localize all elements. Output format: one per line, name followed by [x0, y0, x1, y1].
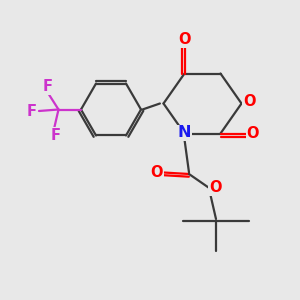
Text: O: O: [178, 32, 191, 47]
Text: O: O: [243, 94, 255, 110]
Text: O: O: [246, 126, 259, 141]
Text: O: O: [209, 180, 221, 195]
Text: O: O: [151, 165, 163, 180]
Text: N: N: [178, 125, 191, 140]
Text: F: F: [26, 103, 37, 118]
Text: F: F: [42, 79, 52, 94]
Text: F: F: [50, 128, 61, 143]
